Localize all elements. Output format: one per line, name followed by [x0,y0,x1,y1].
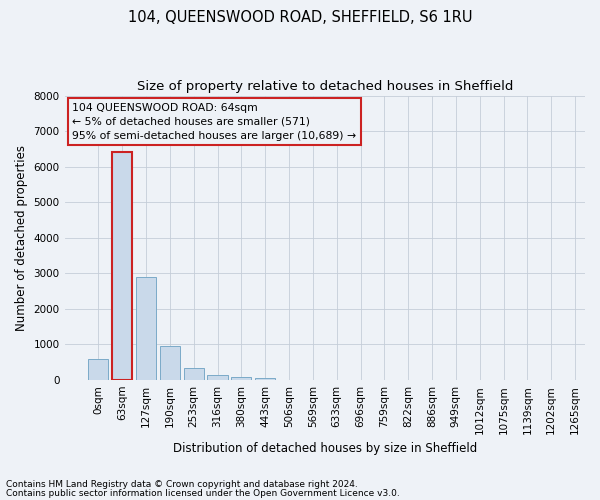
Y-axis label: Number of detached properties: Number of detached properties [15,145,28,331]
Text: 104, QUEENSWOOD ROAD, SHEFFIELD, S6 1RU: 104, QUEENSWOOD ROAD, SHEFFIELD, S6 1RU [128,10,472,25]
Bar [112,152,132,380]
Bar [208,375,227,380]
Bar [112,152,132,380]
Text: Contains HM Land Registry data © Crown copyright and database right 2024.: Contains HM Land Registry data © Crown c… [6,480,358,489]
Bar [255,378,275,380]
X-axis label: Distribution of detached houses by size in Sheffield: Distribution of detached houses by size … [173,442,477,455]
Bar [136,277,156,380]
Bar [184,368,204,380]
Bar [88,360,109,380]
Title: Size of property relative to detached houses in Sheffield: Size of property relative to detached ho… [137,80,513,93]
Bar [160,346,180,380]
Bar [231,377,251,380]
Text: Contains public sector information licensed under the Open Government Licence v3: Contains public sector information licen… [6,488,400,498]
Text: 104 QUEENSWOOD ROAD: 64sqm
← 5% of detached houses are smaller (571)
95% of semi: 104 QUEENSWOOD ROAD: 64sqm ← 5% of detac… [73,102,356,141]
